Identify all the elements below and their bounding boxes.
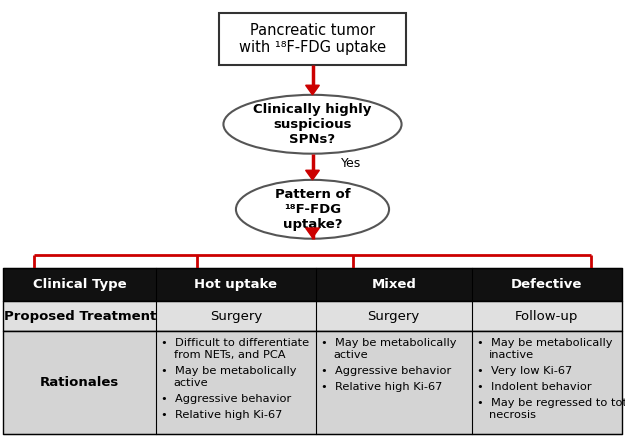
Text: Defective: Defective	[511, 278, 582, 291]
FancyBboxPatch shape	[3, 331, 622, 434]
FancyBboxPatch shape	[3, 301, 622, 331]
Text: Surgery: Surgery	[368, 310, 420, 323]
Text: active: active	[174, 378, 208, 388]
Text: Hot uptake: Hot uptake	[194, 278, 278, 291]
Text: •  Relative high Ki-67: • Relative high Ki-67	[161, 410, 282, 420]
Text: •  Indolent behavior: • Indolent behavior	[477, 382, 591, 392]
Text: Pattern of
¹⁸F-FDG
uptake?: Pattern of ¹⁸F-FDG uptake?	[275, 188, 350, 231]
Ellipse shape	[236, 180, 389, 239]
Text: active: active	[333, 350, 367, 360]
Text: Pancreatic tumor
with ¹⁸F-FDG uptake: Pancreatic tumor with ¹⁸F-FDG uptake	[239, 23, 386, 55]
Text: Surgery: Surgery	[210, 310, 262, 323]
Text: inactive: inactive	[489, 350, 534, 360]
Text: Yes: Yes	[341, 157, 361, 170]
Text: Proposed Treatment: Proposed Treatment	[4, 310, 156, 323]
Text: •  May be regressed to total: • May be regressed to total	[477, 398, 625, 408]
Text: from NETs, and PCA: from NETs, and PCA	[174, 350, 285, 360]
Text: •  May be metabolically: • May be metabolically	[321, 338, 456, 348]
Polygon shape	[306, 170, 319, 180]
Text: •  Difficult to differentiate: • Difficult to differentiate	[161, 338, 309, 348]
Text: •  May be metabolically: • May be metabolically	[477, 338, 612, 348]
Text: Clinically highly
suspicious
SPNs?: Clinically highly suspicious SPNs?	[253, 103, 372, 146]
FancyBboxPatch shape	[219, 13, 406, 65]
Text: Follow-up: Follow-up	[515, 310, 579, 323]
Text: Rationales: Rationales	[40, 376, 119, 389]
Text: •  Aggressive behavior: • Aggressive behavior	[321, 366, 451, 376]
Text: •  Very low Ki-67: • Very low Ki-67	[477, 366, 572, 376]
Text: •  Relative high Ki-67: • Relative high Ki-67	[321, 382, 442, 392]
Polygon shape	[306, 85, 319, 95]
Text: necrosis: necrosis	[489, 410, 536, 420]
Text: •  Aggressive behavior: • Aggressive behavior	[161, 394, 291, 404]
Text: •  May be metabolically: • May be metabolically	[161, 366, 297, 376]
Polygon shape	[306, 228, 319, 238]
Ellipse shape	[224, 95, 402, 154]
Text: Clinical Type: Clinical Type	[33, 278, 126, 291]
Text: Mixed: Mixed	[371, 278, 416, 291]
FancyBboxPatch shape	[3, 268, 622, 301]
